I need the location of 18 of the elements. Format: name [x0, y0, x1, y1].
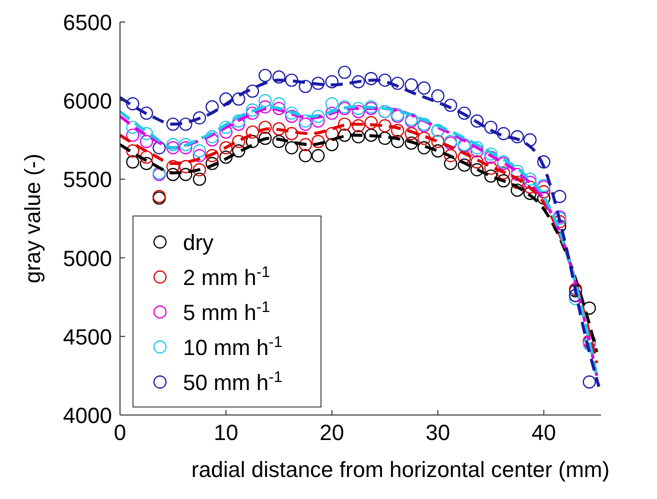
x-tick-label: 10	[214, 420, 238, 445]
y-tick-label: 6000	[63, 88, 112, 114]
y-axis-title: gray value (-)	[20, 154, 45, 284]
legend-label: 50 mm h$^{-1}$	[183, 368, 282, 395]
legend-label: dry	[183, 230, 214, 255]
x-tick-label: 20	[320, 420, 344, 445]
legend-label: 10 mm h$^{-1}$	[183, 334, 282, 360]
y-tick-label: 4500	[63, 324, 112, 350]
x-tick-label: 40	[532, 420, 556, 445]
x-tick-label: 0	[114, 420, 126, 445]
y-tick-label: 4000	[63, 403, 112, 428]
legend-label: 5 mm h$^{-1}$	[183, 298, 270, 325]
x-tick-label: 30	[426, 420, 450, 445]
y-tick-label: 5500	[63, 167, 112, 192]
y-tick-label: 5000	[63, 246, 112, 271]
x-axis-title: radial distance from horizontal center (mm)	[191, 457, 610, 482]
y-tick-label: 6500	[63, 10, 112, 35]
legend-label: 2 mm h$^{-1}$	[183, 264, 270, 290]
